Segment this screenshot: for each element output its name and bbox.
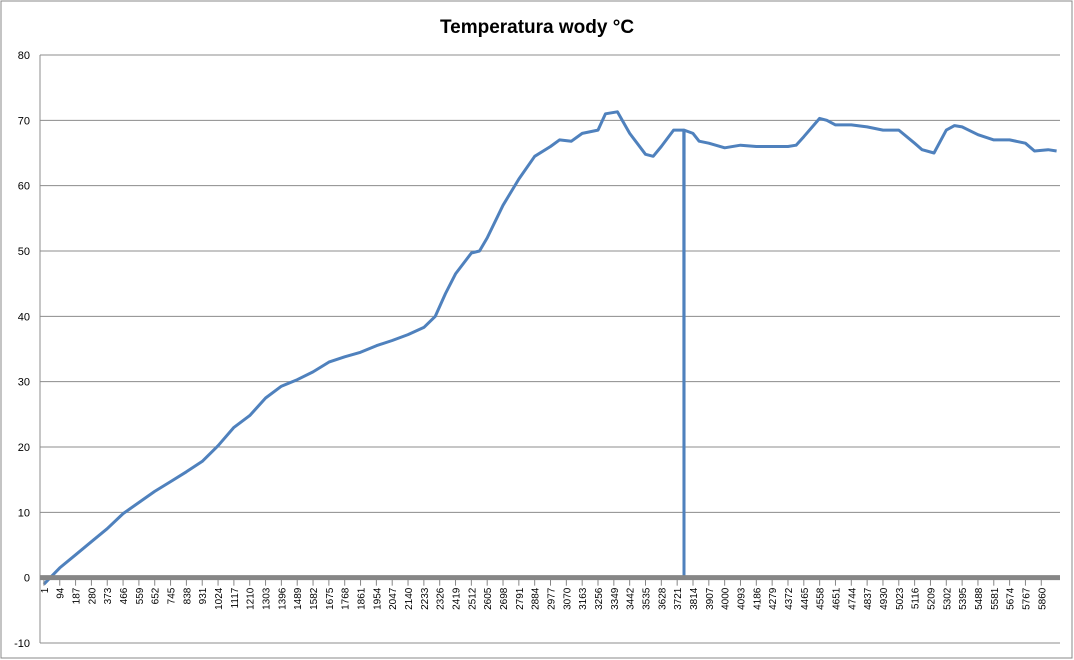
x-tick-label: 1210 bbox=[246, 587, 257, 610]
x-tick-label: 2419 bbox=[452, 587, 463, 610]
x-tick-label: 280 bbox=[87, 587, 98, 604]
x-tick-label: 2791 bbox=[515, 587, 526, 610]
data-line bbox=[42, 110, 1057, 586]
y-tick-label: 20 bbox=[18, 442, 30, 454]
x-tick-label: 4558 bbox=[816, 587, 827, 610]
x-tick-label: 5767 bbox=[1021, 587, 1032, 610]
x-tick-label: 5209 bbox=[926, 587, 937, 610]
x-tick-label: 3535 bbox=[641, 587, 652, 610]
y-tick-label: 60 bbox=[18, 181, 30, 193]
x-tick-label: 3256 bbox=[594, 587, 605, 610]
x-tick-label: 466 bbox=[119, 587, 130, 604]
x-tick-label: 4372 bbox=[784, 587, 795, 610]
y-tick-label: 0 bbox=[24, 573, 30, 585]
x-tick-label: 2884 bbox=[531, 587, 542, 610]
x-tick-label: 3907 bbox=[705, 587, 716, 610]
x-tick-label: 1861 bbox=[357, 587, 368, 610]
y-tick-label: 30 bbox=[18, 377, 30, 389]
y-tick-label: 50 bbox=[18, 246, 30, 258]
x-tick-label: 5116 bbox=[911, 587, 922, 609]
x-tick-label: 2512 bbox=[467, 587, 478, 610]
x-tick-label: 1768 bbox=[341, 587, 352, 610]
x-tick-label: 4093 bbox=[736, 587, 747, 610]
x-tick-label: 1954 bbox=[372, 587, 383, 610]
x-tick-label: 4465 bbox=[800, 587, 811, 610]
x-tick-label: 3442 bbox=[626, 587, 637, 610]
x-tick-label: 931 bbox=[198, 587, 209, 604]
x-tick-label: 1396 bbox=[277, 587, 288, 610]
x-tick-label: 5488 bbox=[974, 587, 985, 610]
x-tick-label: 838 bbox=[182, 587, 193, 604]
x-tick-label: 187 bbox=[72, 587, 83, 604]
x-tick-label: 4744 bbox=[847, 587, 858, 610]
x-tick-label: 559 bbox=[135, 587, 146, 604]
x-tick-label: 373 bbox=[103, 587, 114, 604]
x-tick-label: 4279 bbox=[768, 587, 779, 610]
x-tick-label: 1675 bbox=[325, 587, 336, 610]
x-tick-label: 3163 bbox=[578, 587, 589, 610]
x-tick-label: 3349 bbox=[610, 587, 621, 610]
x-tick-label: 94 bbox=[56, 587, 67, 599]
x-tick-label: 2233 bbox=[420, 587, 431, 610]
x-tick-label: 1303 bbox=[262, 587, 273, 610]
x-tick-label: 2605 bbox=[483, 587, 494, 610]
x-tick-label: 4930 bbox=[879, 587, 890, 610]
y-tick-label: 70 bbox=[18, 115, 30, 127]
x-tick-label: 2140 bbox=[404, 587, 415, 610]
x-tick-label: 2977 bbox=[547, 587, 558, 610]
y-tick-label: 80 bbox=[18, 50, 30, 62]
x-tick-label: 4651 bbox=[831, 587, 842, 610]
x-tick-label: 652 bbox=[151, 587, 162, 604]
x-tick-label: 745 bbox=[167, 587, 178, 604]
x-tick-label: 5023 bbox=[895, 587, 906, 610]
x-tick-label: 5581 bbox=[990, 587, 1001, 610]
x-tick-label: 4837 bbox=[863, 587, 874, 610]
x-tick-label: 5860 bbox=[1037, 587, 1048, 610]
x-tick-label: 4000 bbox=[721, 587, 732, 610]
x-tick-label: 2047 bbox=[388, 587, 399, 610]
x-tick-label: 1582 bbox=[309, 587, 320, 610]
x-tick-label: 3814 bbox=[689, 587, 700, 610]
x-tick-label: 5395 bbox=[958, 587, 969, 610]
y-tick-label: -10 bbox=[14, 638, 30, 650]
x-tick-label: 1024 bbox=[214, 587, 225, 610]
x-tick-label: 2326 bbox=[436, 587, 447, 610]
x-tick-label: 1117 bbox=[230, 587, 241, 608]
y-tick-label: 40 bbox=[18, 311, 30, 323]
x-tick-label: 2698 bbox=[499, 587, 510, 610]
x-tick-label: 5674 bbox=[1006, 587, 1017, 610]
x-tick-label: 3628 bbox=[657, 587, 668, 610]
x-tick-label: 1 bbox=[40, 587, 51, 593]
x-tick-label: 5302 bbox=[942, 587, 953, 610]
chart-title: Temperatura wody °C bbox=[440, 17, 634, 38]
x-tick-label: 4186 bbox=[752, 587, 763, 610]
x-tick-label: 3721 bbox=[673, 587, 684, 610]
x-tick-label: 1489 bbox=[293, 587, 304, 610]
x-tick-label: 3070 bbox=[562, 587, 573, 610]
y-tick-label: 10 bbox=[18, 507, 30, 519]
